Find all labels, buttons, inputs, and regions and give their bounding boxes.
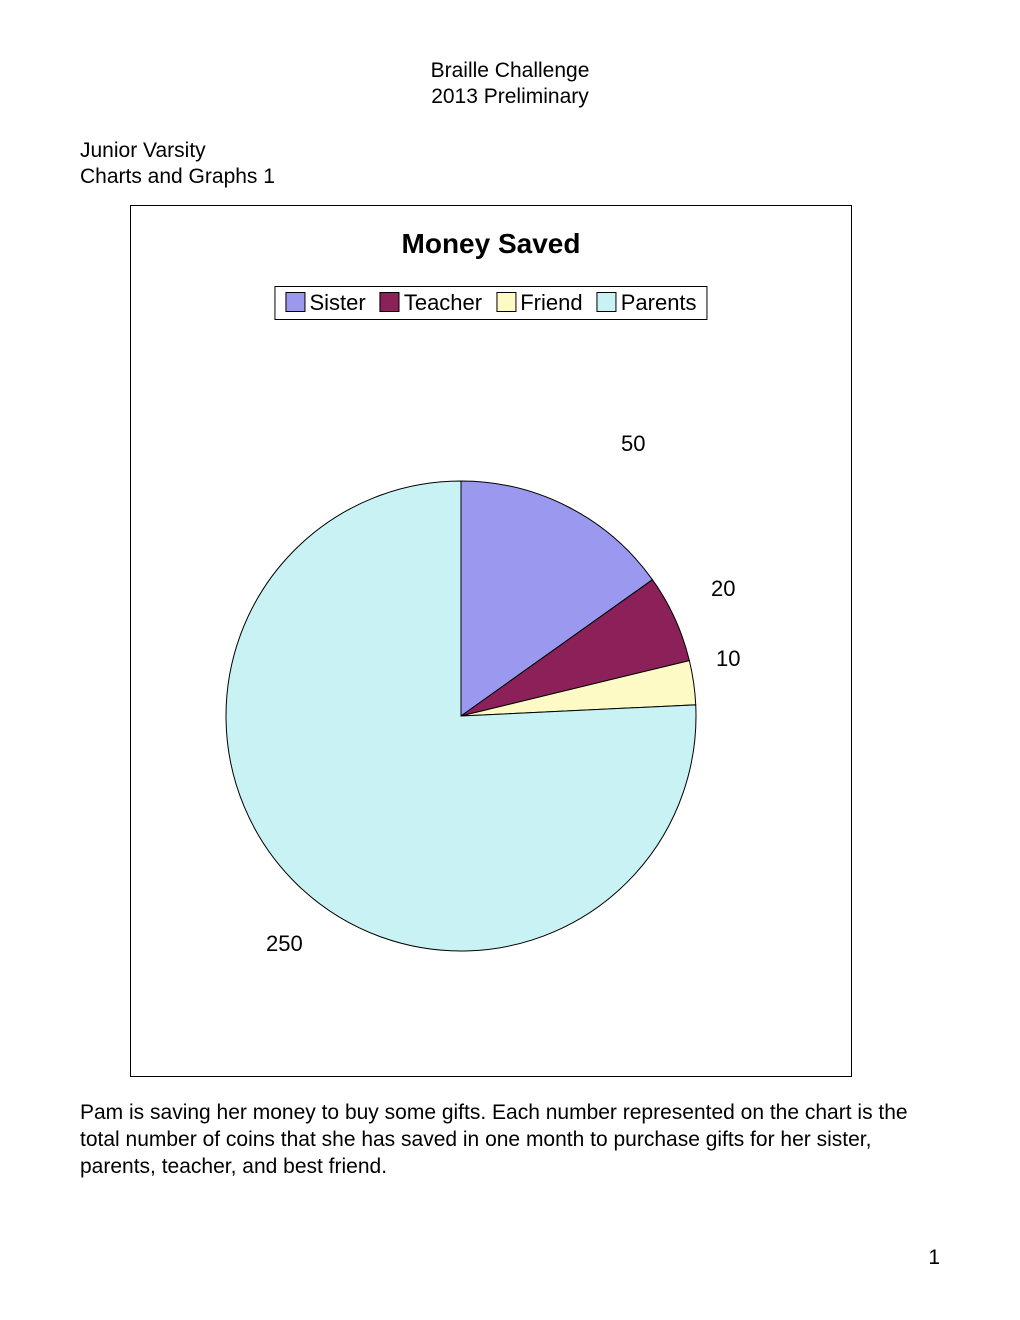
data-label: 50 — [621, 431, 645, 457]
legend-label: Teacher — [404, 290, 482, 315]
chart-title: Money Saved — [131, 228, 851, 260]
pie-chart — [131, 366, 851, 1046]
header-line-1: Braille Challenge — [0, 58, 1020, 84]
data-label: 20 — [711, 576, 735, 602]
data-label: 250 — [266, 931, 303, 957]
legend-label: Friend — [520, 290, 582, 315]
pie-area: 50 20 10 250 — [131, 366, 851, 1046]
chart-container: Money Saved Sister Teacher Friend Parent… — [130, 205, 852, 1077]
legend-swatch — [380, 292, 400, 312]
header-line-2: 2013 Preliminary — [0, 84, 1020, 110]
legend-swatch — [285, 292, 305, 312]
legend-label: Sister — [309, 290, 365, 315]
chart-caption: Pam is saving her money to buy some gift… — [80, 1100, 940, 1181]
document-page: Braille Challenge 2013 Preliminary Junio… — [0, 0, 1020, 1320]
subheader-line-1: Junior Varsity — [80, 138, 275, 164]
data-label: 10 — [716, 646, 740, 672]
document-subheader: Junior Varsity Charts and Graphs 1 — [80, 138, 275, 191]
legend-swatch — [597, 292, 617, 312]
legend-label: Parents — [621, 290, 697, 315]
document-header: Braille Challenge 2013 Preliminary — [0, 58, 1020, 111]
chart-legend: Sister Teacher Friend Parents — [274, 286, 707, 320]
page-number: 1 — [928, 1246, 940, 1270]
legend-swatch — [496, 292, 516, 312]
subheader-line-2: Charts and Graphs 1 — [80, 164, 275, 190]
